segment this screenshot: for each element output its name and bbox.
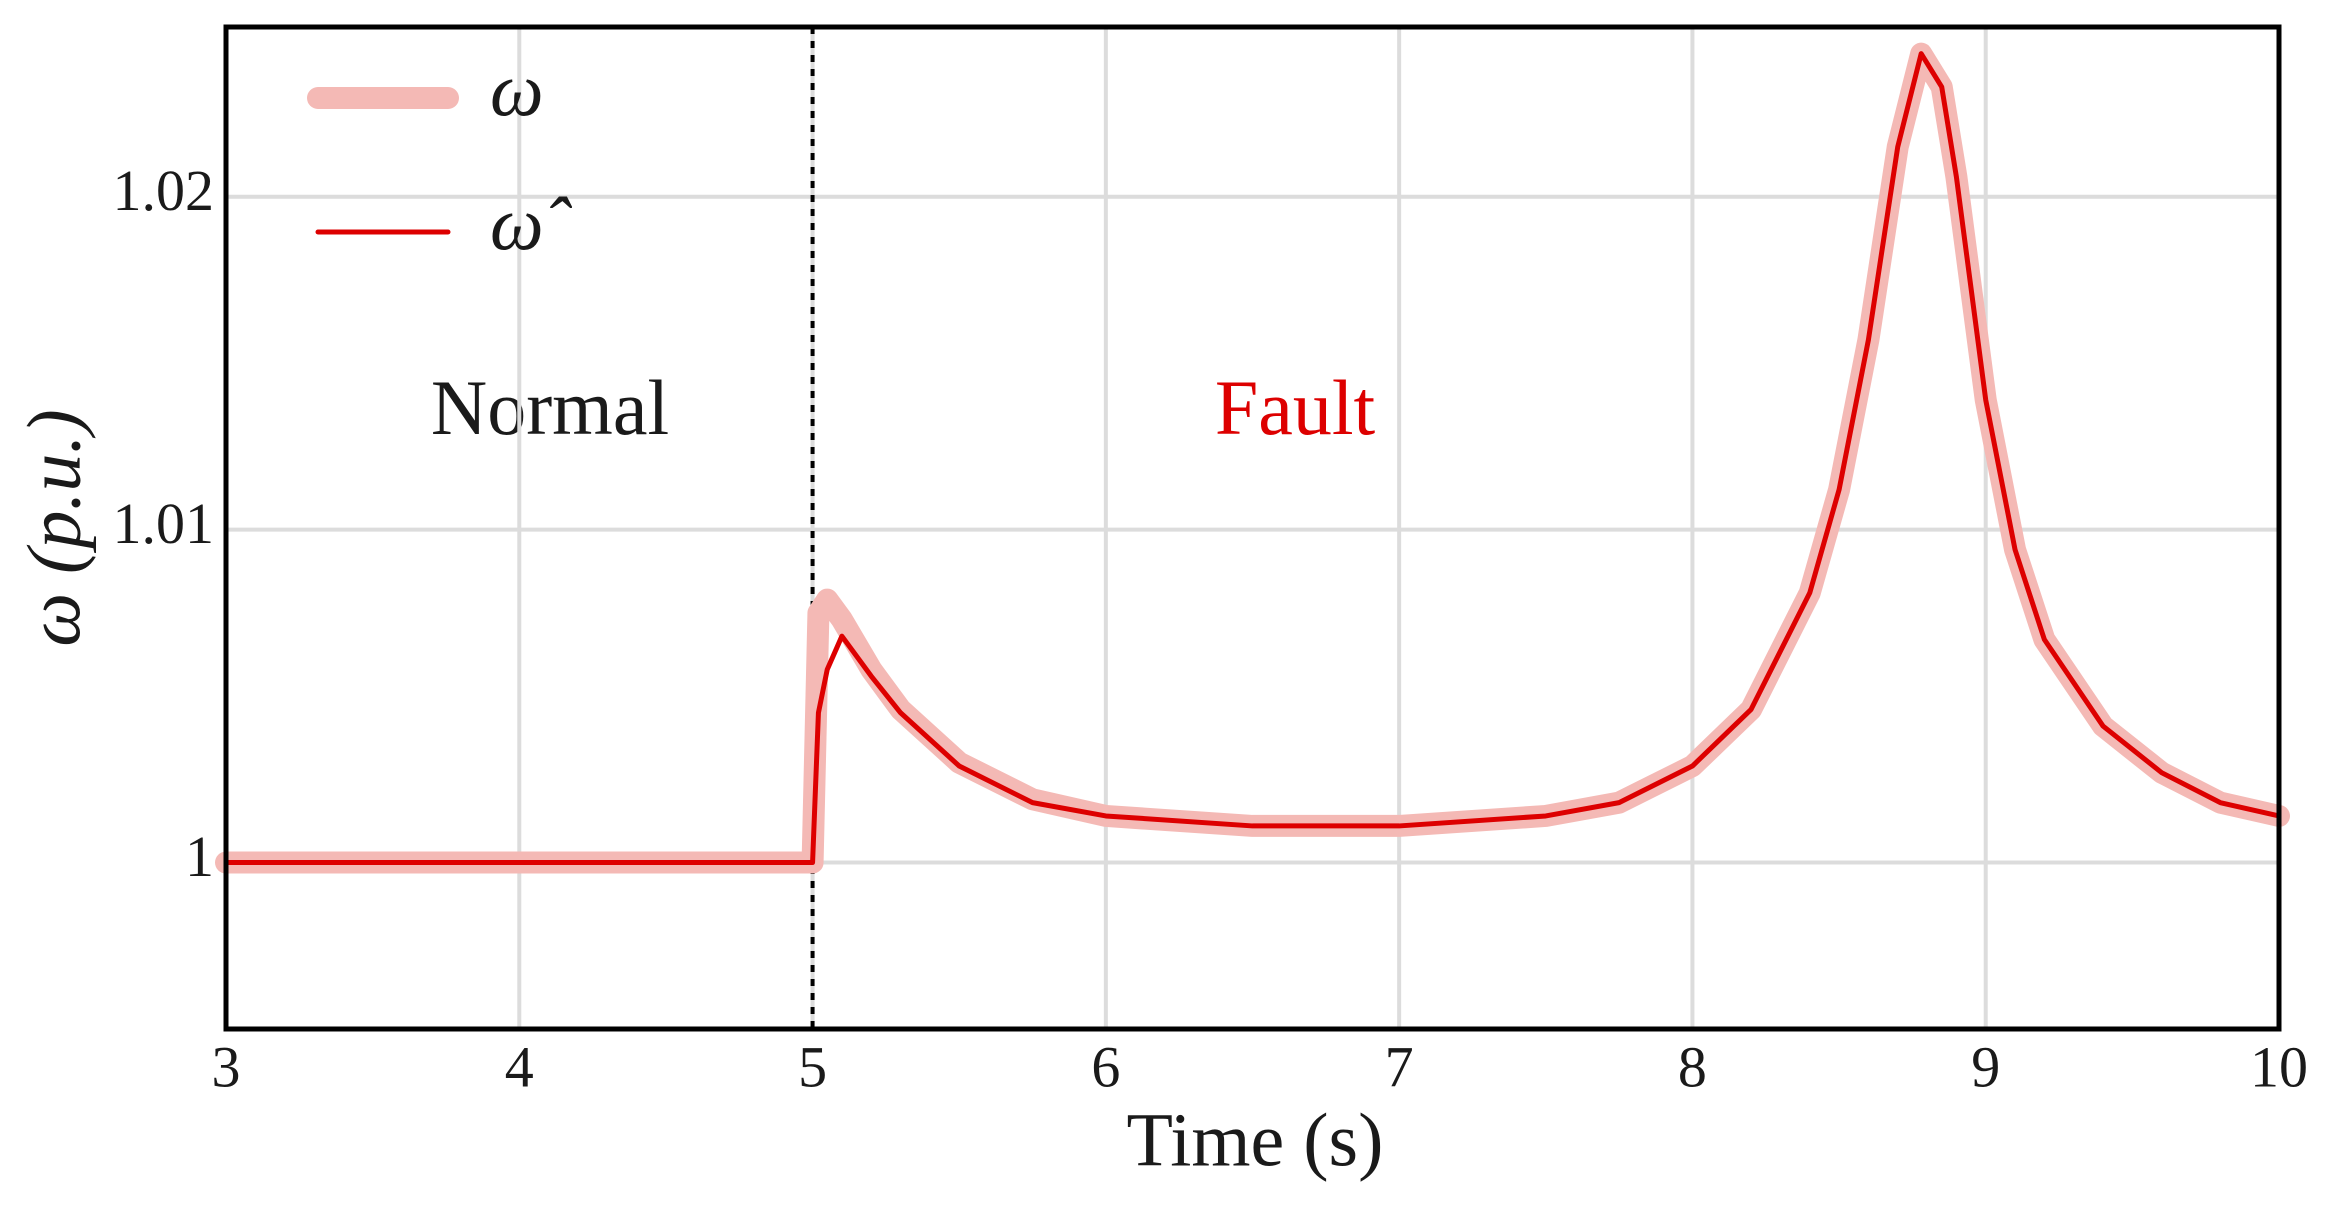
x-tick-label: 6 [1091,1034,1120,1099]
x-tick-label: 9 [1971,1034,2000,1099]
x-tick-label: 5 [798,1034,827,1099]
x-tick-label: 3 [212,1034,241,1099]
x-tick-label: 8 [1678,1034,1707,1099]
plot-frame [223,24,2282,1032]
x-tick-label: 7 [1385,1034,1414,1099]
x-tick-label: 10 [2250,1034,2308,1099]
legend-label: ω [490,48,544,132]
y-tick-label: 1 [185,824,214,889]
y-tick-label: 1.02 [113,158,215,223]
x-axis-label: Time (s) [1127,1098,1384,1182]
data-line [223,51,2282,866]
x-tick-label: 4 [505,1034,534,1099]
annotation: Fault [1215,364,1376,451]
y-axis-label: ω (p.u.) [12,409,96,646]
annotation: Normal [431,364,669,451]
y-tick-label: 1.01 [113,491,215,556]
data-line [215,42,2290,874]
